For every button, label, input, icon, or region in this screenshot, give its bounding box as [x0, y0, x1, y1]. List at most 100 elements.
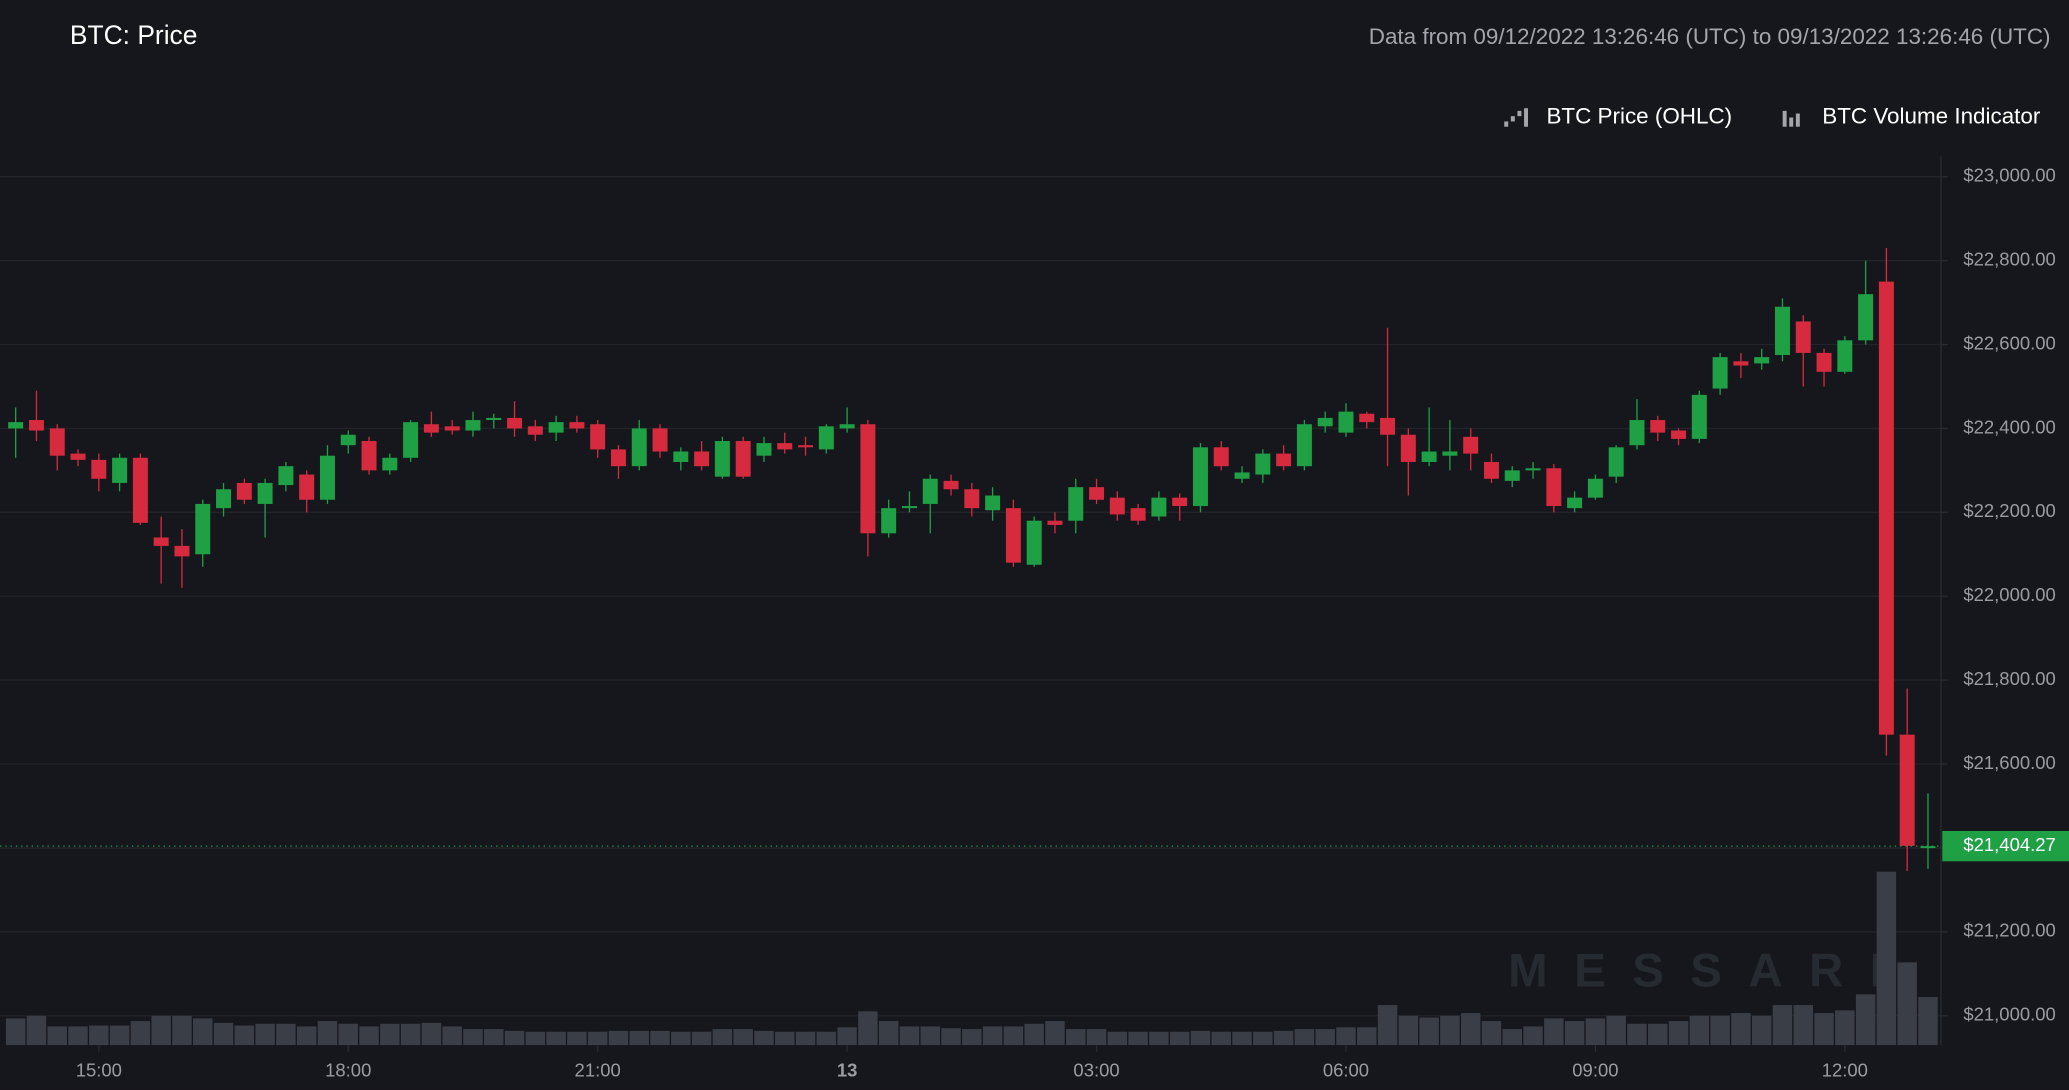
- volume-bar: [920, 1026, 940, 1046]
- volume-bar: [1710, 1015, 1730, 1046]
- candle-body: [1463, 436, 1479, 454]
- volume-bar: [1294, 1029, 1315, 1046]
- volume-bar: [837, 1027, 857, 1046]
- y-tick-label: $21,800.00: [1963, 668, 2055, 689]
- volume-bar: [754, 1030, 774, 1046]
- candle-body: [1151, 497, 1167, 517]
- volume-bar: [1107, 1031, 1128, 1046]
- legend-label[interactable]: BTC Volume Indicator: [1822, 103, 2041, 128]
- volume-bar: [608, 1030, 629, 1046]
- volume-bar: [1211, 1031, 1231, 1046]
- volume-bar: [130, 1021, 151, 1046]
- chart-title: BTC: Price: [70, 20, 197, 50]
- volume-bar: [1689, 1015, 1710, 1046]
- candle-body: [1296, 424, 1312, 467]
- candle-body: [901, 506, 917, 509]
- volume-bar: [1190, 1030, 1211, 1046]
- volume-bar: [941, 1028, 961, 1046]
- candle-body: [1421, 451, 1437, 462]
- volume-bar: [1585, 1018, 1606, 1046]
- x-tick-label: 18:00: [325, 1059, 371, 1080]
- x-tick-label: 21:00: [575, 1059, 621, 1080]
- volume-bar: [1835, 1010, 1855, 1046]
- volume-bar: [1045, 1021, 1065, 1046]
- candle-body: [798, 445, 814, 448]
- candle-body: [423, 424, 439, 433]
- candle-body: [278, 466, 294, 486]
- volume-bar: [504, 1030, 525, 1046]
- x-tick-label: 06:00: [1323, 1059, 1369, 1080]
- candle-body: [1483, 461, 1499, 479]
- volume-bar: [421, 1022, 442, 1046]
- candle-body: [1920, 846, 1936, 849]
- candle-body: [527, 426, 543, 435]
- volume-bar: [1419, 1017, 1439, 1046]
- volume-bar: [5, 1018, 26, 1046]
- candle-body: [818, 426, 834, 450]
- candle-body: [1047, 520, 1063, 525]
- volume-bar: [463, 1029, 483, 1046]
- candle-body: [1858, 294, 1874, 341]
- volume-bar: [816, 1031, 837, 1046]
- x-tick-label: 13: [837, 1059, 858, 1080]
- volume-bar: [1606, 1015, 1626, 1046]
- candle-body: [1587, 478, 1603, 498]
- candle-body: [507, 417, 523, 429]
- volume-bar: [1169, 1031, 1190, 1046]
- volume-bar: [1544, 1018, 1564, 1046]
- y-tick-label: $22,800.00: [1963, 248, 2055, 269]
- candle-body: [1899, 734, 1915, 846]
- candle-body: [694, 451, 710, 467]
- volume-bar: [1398, 1015, 1419, 1046]
- candle-body: [1567, 497, 1583, 509]
- y-tick-label: $21,200.00: [1963, 920, 2055, 941]
- candle-body: [1525, 468, 1541, 471]
- volume-bar: [1502, 1029, 1522, 1046]
- candle-body: [1504, 470, 1520, 481]
- volume-bar: [213, 1022, 234, 1046]
- volume-bar: [1648, 1023, 1668, 1046]
- volume-bar: [1460, 1013, 1481, 1046]
- volume-bar: [1481, 1021, 1502, 1046]
- candle-body: [673, 451, 689, 462]
- candle-body: [1671, 430, 1687, 439]
- volume-bar: [962, 1029, 982, 1046]
- candle-body: [1691, 394, 1707, 439]
- candle-body: [839, 424, 855, 429]
- watermark: MESSARI: [1508, 944, 1909, 997]
- volume-bar: [878, 1021, 899, 1046]
- volume-bar: [1149, 1031, 1169, 1046]
- volume-bar: [1336, 1027, 1356, 1046]
- legend-label[interactable]: BTC Price (OHLC): [1546, 103, 1732, 128]
- volume-bar: [1273, 1030, 1294, 1046]
- candle-body: [548, 422, 564, 433]
- volume-bar: [1086, 1029, 1107, 1046]
- volume-bar: [1772, 1005, 1793, 1046]
- candle-body: [132, 457, 148, 523]
- volume-bar: [587, 1031, 608, 1046]
- candle-body: [1255, 453, 1271, 475]
- volume-bar: [442, 1026, 462, 1046]
- volume-bar: [1253, 1031, 1273, 1046]
- volume-bar: [255, 1023, 275, 1046]
- legend: BTC Price (OHLC) BTC Volume Indicator: [1504, 103, 2041, 128]
- candle-body: [1276, 453, 1292, 467]
- volume-bar: [795, 1031, 816, 1046]
- candle-body: [1837, 340, 1853, 372]
- candle-body: [465, 420, 481, 431]
- volume-bar: [338, 1023, 358, 1046]
- volume-bar: [89, 1025, 109, 1046]
- candle-body: [652, 428, 668, 452]
- volume-bar: [317, 1021, 338, 1046]
- candle-body: [860, 424, 876, 534]
- candle-body: [1712, 357, 1728, 389]
- candle-body: [569, 422, 585, 429]
- volume-bar: [712, 1029, 733, 1046]
- candle-body: [1130, 508, 1146, 521]
- volume-bar: [671, 1031, 691, 1046]
- volume-bar: [858, 1011, 878, 1046]
- volume-bar: [629, 1030, 649, 1046]
- volume-bar: [1627, 1023, 1647, 1046]
- volume-bar: [546, 1031, 566, 1046]
- candle-body: [1359, 413, 1375, 423]
